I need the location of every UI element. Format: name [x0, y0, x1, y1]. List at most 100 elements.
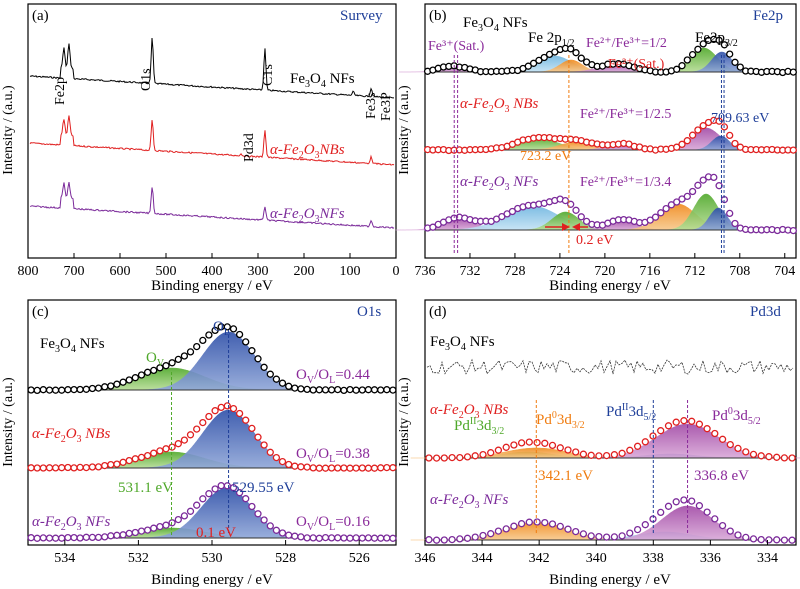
- peak-label-fe3p: Fe3P: [379, 92, 394, 121]
- data-point: [540, 53, 548, 62]
- data-point: [150, 366, 158, 375]
- data-point: [694, 126, 702, 134]
- data-point: [321, 464, 330, 472]
- data-point: [432, 454, 441, 462]
- data-point: [88, 463, 97, 471]
- data-point: [223, 323, 231, 331]
- panel-d-ylabel: Intensity / (a.u.): [397, 377, 412, 467]
- xtick-label: 0: [393, 264, 400, 279]
- data-point: [88, 533, 97, 542]
- data-point: [688, 50, 697, 59]
- data-point: [587, 451, 595, 459]
- data-point: [352, 386, 360, 394]
- xtick-label: 800: [18, 264, 39, 279]
- data-point: [70, 464, 78, 472]
- data-point: [440, 536, 448, 544]
- data-point: [579, 450, 588, 458]
- data-point: [334, 534, 342, 542]
- data-point: [58, 464, 66, 472]
- data-point: [58, 386, 66, 394]
- data-point: [321, 533, 330, 542]
- data-point: [101, 383, 109, 391]
- panel-c: (c) O1s Fe3O4 NFs OV OL OV/OL=0.44 α-Fe2…: [1, 299, 397, 588]
- data-point: [193, 425, 201, 433]
- data-point: [346, 385, 354, 394]
- data-point: [51, 534, 60, 542]
- xtick-label: 724: [549, 264, 570, 279]
- data-point: [150, 524, 158, 532]
- data-point: [673, 143, 681, 151]
- data-point: [107, 460, 115, 469]
- annot-529: 529.55 eV: [232, 480, 295, 496]
- data-point: [143, 526, 152, 534]
- shift-arrows-b: [545, 223, 588, 231]
- xtick-label: 708: [729, 264, 750, 279]
- data-point: [731, 219, 739, 228]
- data-point: [51, 464, 60, 472]
- series-label-a-fe3o4: Fe3O4 NFs: [290, 71, 355, 90]
- data-point: [383, 463, 391, 472]
- data-point: [533, 518, 541, 526]
- annot-ratio-3: Fe²⁺/Fe³⁺=1/3.4: [580, 175, 671, 190]
- data-point: [199, 495, 207, 503]
- data-point: [186, 348, 195, 356]
- xtick-label: 526: [349, 551, 370, 566]
- panel-c-ylabel: Intensity / (a.u.): [1, 377, 16, 467]
- xtick-label: 500: [156, 264, 177, 279]
- data-point: [334, 385, 342, 394]
- data-point: [389, 386, 397, 394]
- data-point: [517, 520, 526, 528]
- panel-a-label: (a): [32, 8, 49, 24]
- data-point: [235, 409, 244, 418]
- xtick-label: 720: [594, 264, 615, 279]
- data-point: [463, 453, 472, 461]
- data-point: [556, 522, 564, 531]
- data-point: [180, 352, 189, 360]
- panel-a-spectra: [29, 37, 395, 229]
- data-point: [487, 530, 495, 538]
- data-point: [82, 463, 90, 472]
- xtick-label: 530: [202, 551, 223, 566]
- data-point: [479, 450, 487, 459]
- data-point: [27, 386, 35, 394]
- data-point: [726, 527, 734, 535]
- data-point: [272, 526, 281, 534]
- data-point: [541, 439, 549, 447]
- data-point: [633, 442, 642, 450]
- annot-531: 531.1 eV: [118, 480, 173, 496]
- data-point: [45, 534, 54, 542]
- data-point: [340, 534, 348, 542]
- data-point: [694, 181, 702, 189]
- data-point: [272, 453, 281, 462]
- data-point: [595, 452, 603, 460]
- panel-c-xticks: 534 532 530 528 526: [54, 540, 370, 566]
- data-point: [334, 464, 342, 472]
- data-point: [76, 385, 84, 394]
- data-point: [370, 534, 379, 542]
- panel-b-ylabel: Intensity / (a.u.): [397, 85, 412, 175]
- xtick-label: 344: [472, 551, 493, 566]
- data-point: [211, 326, 219, 335]
- data-point: [683, 192, 691, 201]
- data-point: [789, 68, 797, 76]
- data-point: [321, 386, 330, 394]
- panel-b: (b) Fe2p Fe3O4 NFs Fe³⁺(Sat.) Fe 2p1/2 F…: [395, 3, 797, 294]
- xtick-label: 346: [415, 551, 436, 566]
- data-point: [199, 418, 207, 427]
- data-point: [672, 418, 680, 426]
- data-point: [377, 386, 385, 394]
- data-point: [364, 386, 373, 394]
- data-point: [248, 347, 256, 355]
- data-point: [561, 196, 570, 205]
- data-point: [572, 527, 580, 536]
- data-point: [525, 438, 533, 446]
- data-point: [272, 375, 281, 383]
- data-point: [456, 453, 464, 462]
- data-point: [285, 531, 293, 539]
- data-point: [757, 535, 765, 544]
- data-point: [641, 521, 649, 529]
- data-point: [205, 331, 213, 339]
- data-point: [33, 464, 41, 472]
- data-point: [248, 502, 256, 511]
- data-point: [720, 41, 729, 49]
